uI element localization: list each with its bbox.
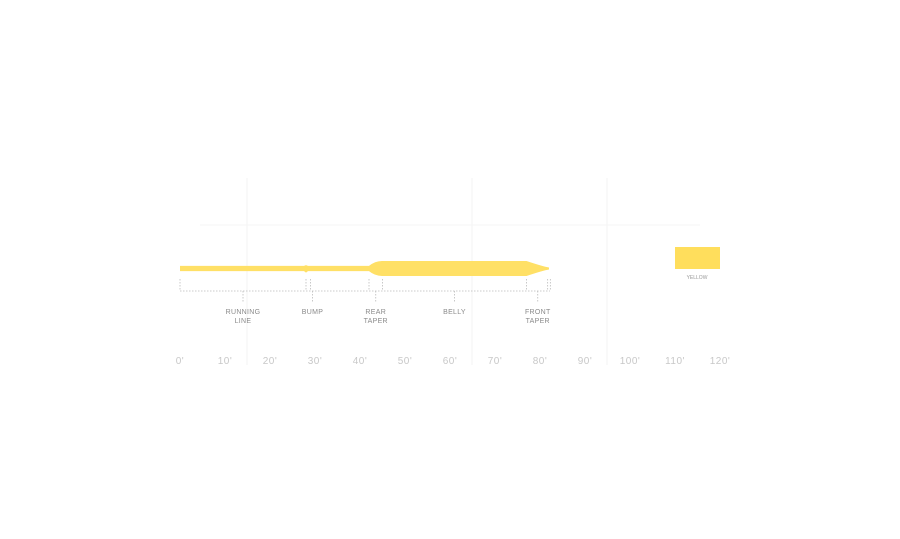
- segment-brackets: [179, 279, 551, 292]
- axis-tick-label: 90': [578, 356, 593, 367]
- color-swatch-label: YELLOW: [687, 275, 708, 281]
- axis-tick-label: 30': [308, 356, 323, 367]
- axis-tick-label: 70': [488, 356, 503, 367]
- axis-tick-label: 20': [263, 356, 278, 367]
- axis-tick-label: 40': [353, 356, 368, 367]
- segment-label: RUNNING: [226, 309, 261, 316]
- segment-label: BELLY: [443, 309, 466, 316]
- segment-label: FRONT: [525, 309, 551, 316]
- segment-label: LINE: [235, 318, 252, 325]
- segment-label: BUMP: [302, 309, 323, 316]
- axis-tick-label: 100': [620, 356, 641, 367]
- axis-tick-label: 10': [218, 356, 233, 367]
- axis-tick-label: 110': [665, 356, 685, 367]
- segment-label: TAPER: [526, 318, 550, 325]
- grid: [200, 178, 700, 365]
- axis-tick-label: 0': [176, 356, 184, 367]
- color-swatch: [675, 247, 720, 269]
- axis-tick-label: 80': [533, 356, 548, 367]
- fly-line-profile: [180, 261, 549, 276]
- segment-labels: RUNNING LINE BUMP REAR TAPER BELLY FRONT TAPER: [226, 291, 551, 325]
- axis-tick-label: 60': [443, 356, 458, 367]
- segment-label: REAR: [365, 309, 386, 316]
- axis-ticks: 0' 10' 20' 30' 40' 50' 60' 70' 80' 90' 100' 110' 120…: [176, 356, 731, 367]
- segment-label: TAPER: [364, 318, 388, 325]
- axis-tick-label: 120': [710, 356, 731, 367]
- axis-tick-label: 50': [398, 356, 413, 367]
